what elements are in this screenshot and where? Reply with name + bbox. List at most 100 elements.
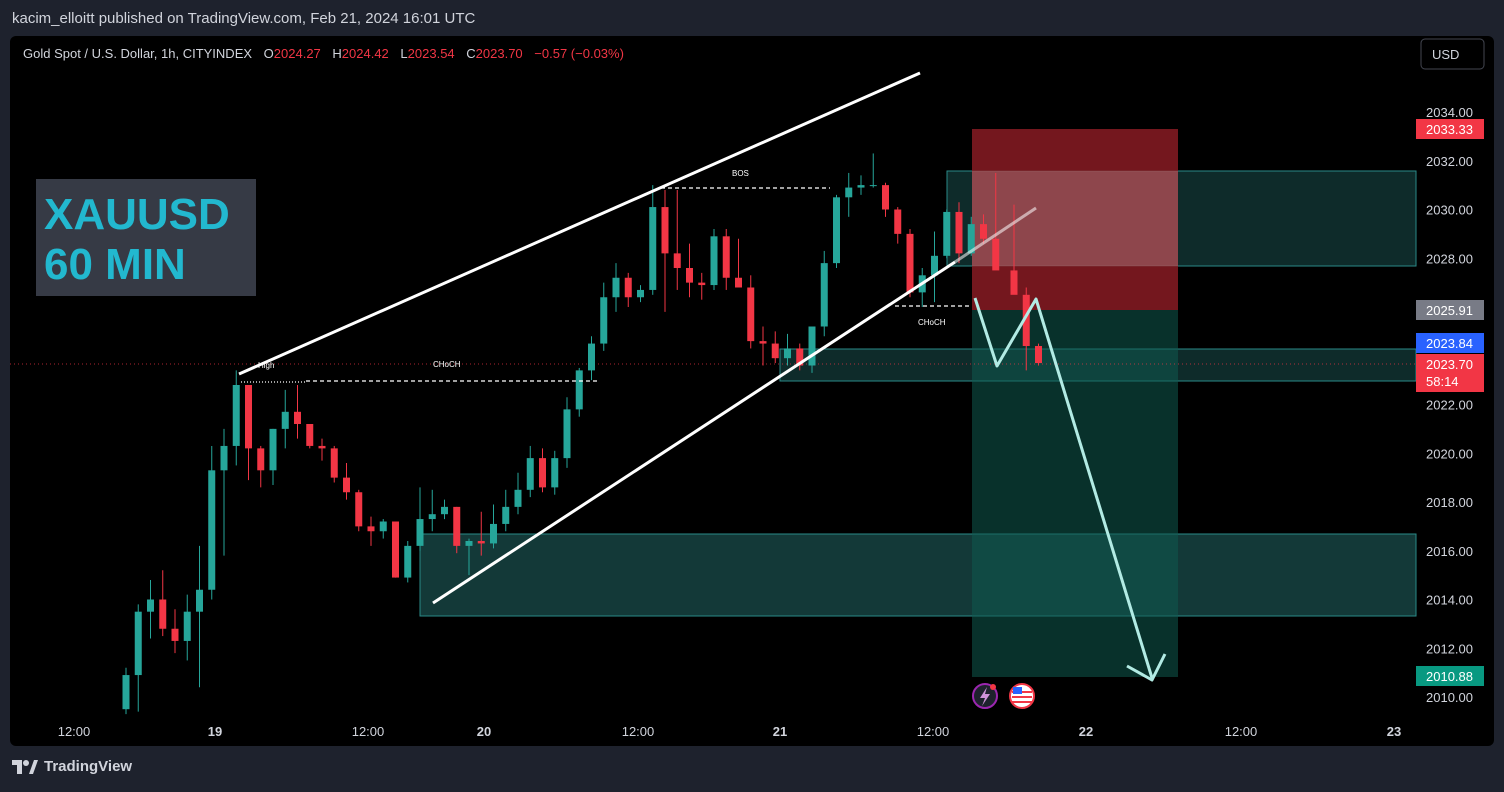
candle-body: [980, 224, 987, 239]
us-flag-icon[interactable]: [1009, 683, 1035, 709]
candle-body: [232, 385, 240, 446]
time-tick-label: 12:00: [58, 724, 91, 739]
symbol-legend: Gold Spot / U.S. Dollar, 1h, CITYINDEX O…: [23, 46, 624, 61]
price-tick-label: 2028.00: [1426, 251, 1473, 266]
candle-body: [269, 428, 277, 471]
candle-body: [183, 611, 191, 641]
lightning-event-icon[interactable]: [972, 683, 998, 709]
price-tick-label: 2016.00: [1426, 544, 1473, 559]
choch-left-label: CHoCH: [433, 360, 461, 369]
candle-body: [588, 343, 595, 371]
price-tick-label: 2018.00: [1426, 495, 1473, 510]
timeframe-label-line2: 60 MIN: [44, 240, 186, 289]
price-axis[interactable]: 2034.00 2032.00 2030.00 2028.00 2022.00 2020.…: [1426, 105, 1473, 705]
stop-price-tag: [1416, 119, 1484, 139]
close-value: 2023.70: [476, 46, 523, 61]
tradingview-logo-icon: [12, 759, 38, 774]
time-tick-label: 12:00: [917, 724, 950, 739]
candle-body: [967, 224, 975, 254]
time-tick-label: 12:00: [1225, 724, 1258, 739]
candle-body: [330, 448, 338, 478]
projection-arrowhead: [1126, 653, 1167, 682]
currency-button-label[interactable]: USD: [1432, 47, 1459, 62]
candle-body: [882, 185, 889, 210]
bid-price-tag: [1416, 333, 1484, 353]
candle-body: [539, 458, 546, 488]
timeframe-label-line1: XAUUSD: [44, 190, 230, 239]
price-tick-label: 2010.00: [1426, 690, 1473, 705]
candle-body: [931, 255, 938, 276]
lower-channel-line: [432, 260, 956, 605]
candle-body: [943, 211, 951, 256]
candle-body: [1035, 346, 1042, 364]
candle-body: [1022, 294, 1030, 346]
candle-body: [294, 411, 301, 424]
top-bar: kacim_elloitt published on TradingView.c…: [0, 0, 1504, 36]
candle-body: [759, 341, 767, 344]
timeframe-label-box: [36, 179, 256, 296]
risk-zone: [972, 129, 1178, 310]
candle-body: [134, 611, 142, 676]
candle-body: [869, 185, 877, 187]
candle-body: [355, 492, 363, 527]
high-value: 2024.42: [342, 46, 389, 61]
candle-body: [710, 236, 718, 286]
candle-body: [257, 448, 265, 471]
bid-price-text: 2023.84: [1426, 336, 1473, 351]
demand-zone-big: [419, 533, 1417, 617]
time-axis[interactable]: 12:00 19 12:00 20 12:00 21 12:00 22 12:00 23: [58, 724, 1402, 739]
candle-body: [992, 238, 1000, 271]
candle-body: [196, 589, 203, 612]
candle-body: [624, 277, 632, 298]
low-label: L: [400, 46, 407, 61]
price-tick-label: 2032.00: [1426, 154, 1473, 169]
time-tick-label: 20: [477, 724, 491, 739]
price-tick-label: 2020.00: [1426, 446, 1473, 461]
candle-body: [796, 348, 804, 366]
candle-body: [686, 268, 693, 283]
candle-body: [367, 526, 375, 532]
candle-body: [428, 514, 436, 520]
time-tick-label: 23: [1387, 724, 1401, 739]
candle-body: [563, 409, 571, 459]
price-tick-label: 2014.00: [1426, 593, 1473, 608]
candle-body: [171, 628, 179, 641]
time-tick-label: 12:00: [622, 724, 655, 739]
candle-body: [808, 326, 816, 366]
candle-body: [526, 458, 534, 490]
candle-body: [735, 277, 742, 288]
time-tick-label: 21: [773, 724, 787, 739]
candle-body: [673, 253, 681, 268]
entry-price-text: 2025.91: [1426, 303, 1473, 318]
close-label: C: [466, 46, 475, 61]
candle-body: [575, 370, 583, 410]
candle-body: [453, 506, 461, 546]
last-price-tag: [1416, 354, 1484, 392]
tradingview-logo[interactable]: TradingView: [12, 758, 132, 775]
candle-body: [661, 207, 669, 254]
candle-body: [784, 348, 791, 359]
candle-body: [833, 197, 840, 264]
currency-button[interactable]: [1420, 38, 1485, 70]
candle-body: [477, 541, 485, 544]
candle-body: [465, 541, 473, 546]
candle-body: [649, 207, 657, 290]
price-tick-label: 2012.00: [1426, 641, 1473, 656]
price-tick-label: 2034.00: [1426, 105, 1473, 120]
candle-body: [906, 233, 914, 293]
candle-body: [894, 209, 902, 234]
chart-canvas[interactable]: BOS CHoCH CHoCH High XAUUSD 60 MIN Gold …: [10, 36, 1494, 746]
chart-panel[interactable]: BOS CHoCH CHoCH High XAUUSD 60 MIN Gold …: [10, 36, 1494, 746]
candle-body: [845, 187, 853, 198]
candle-body: [502, 506, 510, 524]
candle-body: [159, 599, 167, 629]
candle-body: [955, 211, 963, 254]
target-price-text: 2010.88: [1426, 669, 1473, 684]
candle-body: [1010, 270, 1018, 295]
candle-body: [245, 385, 252, 449]
candle-body: [343, 477, 350, 493]
open-value: 2024.27: [274, 46, 321, 61]
candles-layer: [122, 153, 1042, 715]
open-label: O: [264, 46, 274, 61]
